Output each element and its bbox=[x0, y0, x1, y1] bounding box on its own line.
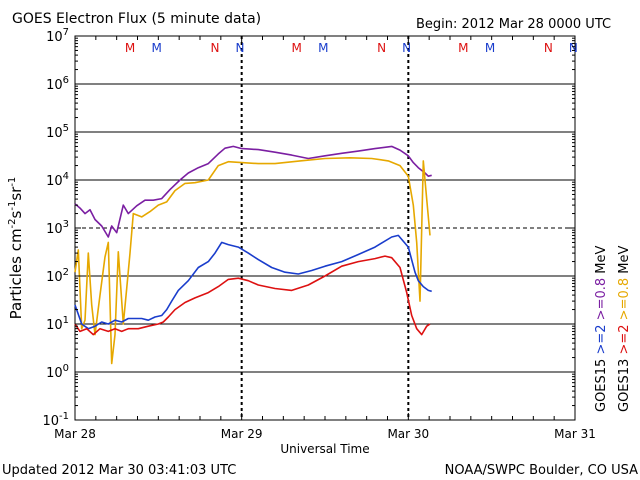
chart-title: GOES Electron Flux (5 minute data) bbox=[12, 11, 261, 27]
y-tick-label: 10-1 bbox=[42, 411, 69, 429]
series-goes13-2-mev bbox=[74, 255, 431, 336]
plot-frame bbox=[74, 35, 576, 421]
legend: GOES15 >=2 >=0.8 MeV GOES13 >=2 >=0.8 Me… bbox=[594, 246, 632, 412]
x-tick-label: Mar 29 bbox=[221, 427, 263, 441]
x-tick-label: Mar 30 bbox=[387, 427, 429, 441]
x-tick-label: Mar 31 bbox=[554, 427, 596, 441]
y-tick-label: 100 bbox=[46, 363, 69, 381]
credit-label: NOAA/SWPC Boulder, CO USA bbox=[445, 463, 638, 478]
marker-m-9: M bbox=[485, 41, 495, 55]
y-tick-label: 106 bbox=[46, 75, 69, 93]
marker-n-10: N bbox=[544, 41, 553, 55]
x-axis-ticks: Mar 28 Mar 29 Mar 30 Mar 31 bbox=[54, 36, 596, 441]
updated-timestamp: Updated 2012 Mar 30 03:41:03 UTC bbox=[2, 463, 236, 478]
y-tick-label: 105 bbox=[46, 123, 69, 141]
legend-unit-2: MeV bbox=[617, 246, 632, 274]
marker-m-4: M bbox=[291, 41, 301, 55]
marker-m-5: M bbox=[318, 41, 328, 55]
grid-lines bbox=[75, 83, 575, 373]
marker-n-2: N bbox=[211, 41, 220, 55]
marker-n-11: N bbox=[569, 41, 578, 55]
marker-m-8: M bbox=[458, 41, 468, 55]
y-tick-label: 102 bbox=[46, 267, 69, 285]
marker-m-0: M bbox=[125, 41, 135, 55]
series-goes13-0-8-mev bbox=[74, 157, 431, 365]
svg-text:GOES13 >=2: GOES13 >=2 >=0.8 MeV bbox=[617, 246, 632, 412]
x-tick-label: Mar 28 bbox=[54, 427, 96, 441]
legend-goes13-high: >=0.8 bbox=[617, 278, 632, 320]
marker-n-3: N bbox=[236, 41, 245, 55]
series-goes15-2-mev bbox=[74, 234, 432, 330]
svg-text:GOES15 >=2: GOES15 >=2 >=0.8 MeV bbox=[594, 246, 609, 412]
y-tick-label: 104 bbox=[46, 171, 69, 189]
legend-goes15-low: >=2 bbox=[594, 324, 609, 354]
legend-goes15-label: GOES15 bbox=[594, 359, 609, 412]
marker-n-7: N bbox=[402, 41, 411, 55]
day-dividers bbox=[240, 36, 410, 420]
y-tick-label: 107 bbox=[46, 27, 69, 45]
legend-goes13-label: GOES13 bbox=[617, 359, 632, 412]
series-goes15-0-8-mev bbox=[74, 145, 432, 238]
legend-unit: MeV bbox=[594, 246, 609, 274]
y-tick-label: 103 bbox=[46, 219, 69, 237]
x-axis-title: Universal Time bbox=[280, 442, 369, 456]
marker-m-1: M bbox=[151, 41, 161, 55]
y-axis-ticks: 10-1 100 101 102 103 104 105 106 107 bbox=[42, 27, 575, 429]
marker-n-6: N bbox=[377, 41, 386, 55]
legend-goes13-low: >=2 bbox=[617, 324, 632, 354]
y-tick-label: 101 bbox=[46, 315, 69, 333]
series-group bbox=[74, 145, 432, 365]
legend-goes15-high: >=0.8 bbox=[594, 278, 609, 320]
begin-date-label: Begin: 2012 Mar 28 0000 UTC bbox=[416, 17, 611, 32]
y-axis-title: Particles cm-2s-1sr-1 bbox=[7, 177, 25, 320]
